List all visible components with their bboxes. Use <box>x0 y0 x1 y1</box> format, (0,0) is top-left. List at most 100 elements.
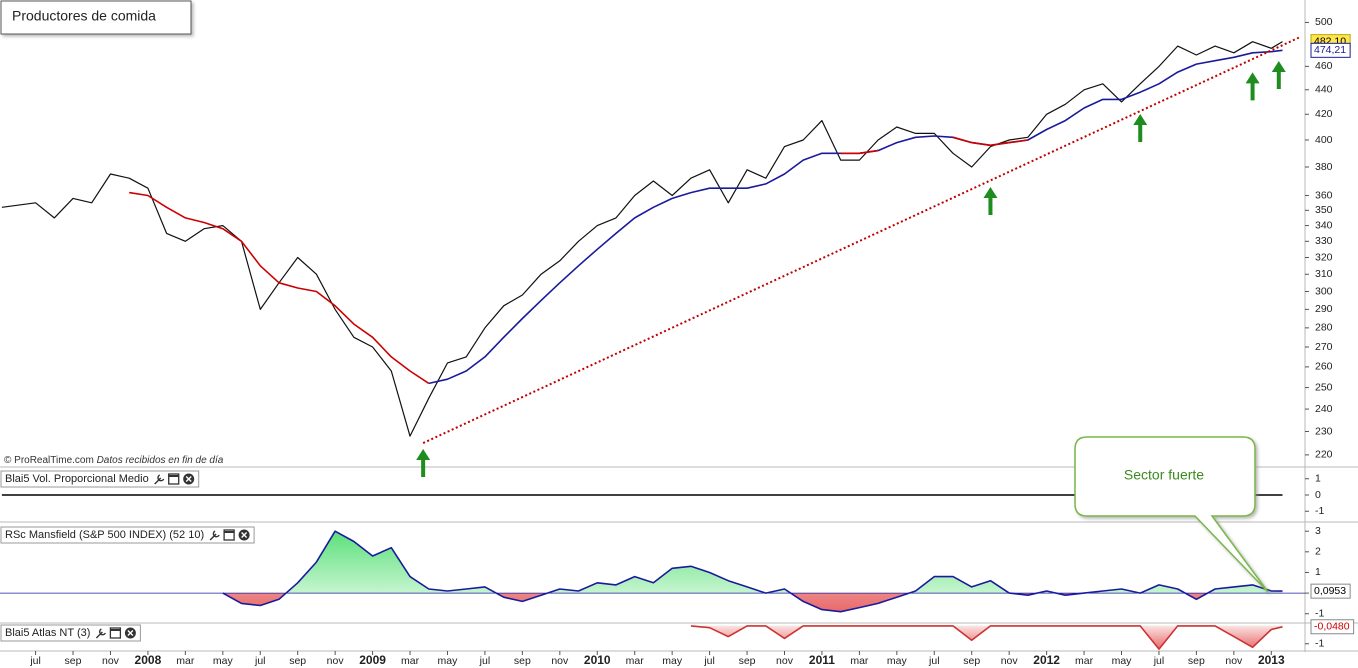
window-icon[interactable] <box>109 627 122 639</box>
x-tick-label: 2013 <box>1258 653 1285 667</box>
y-tick-label: 270 <box>1315 341 1333 353</box>
window-icon[interactable] <box>168 473 180 485</box>
y-tick-label: 260 <box>1315 361 1333 373</box>
last-value-box <box>1310 619 1355 635</box>
x-tick-label: may <box>662 655 683 667</box>
title-box <box>0 0 192 35</box>
x-tick-label: 2008 <box>135 653 162 667</box>
x-tick-label: jul <box>254 655 266 667</box>
settings-icon[interactable] <box>209 530 220 541</box>
ma-last-value-box <box>1310 42 1351 58</box>
y-tick-label: 0 <box>1315 489 1321 501</box>
x-tick-label: 2012 <box>1033 653 1060 667</box>
y-tick-label: 240 <box>1315 403 1333 415</box>
x-tick-label: jul <box>479 655 491 667</box>
x-tick-label: sep <box>289 655 306 667</box>
y-tick-label: 1 <box>1315 566 1321 578</box>
y-tick-label: 220 <box>1315 449 1333 461</box>
x-tick-label: mar <box>401 655 420 667</box>
panel <box>1 36 1300 444</box>
y-tick-label: 300 <box>1315 285 1333 297</box>
last-value: 0,0953 <box>1314 585 1346 597</box>
panel-header-box <box>0 624 141 642</box>
last-value-box <box>1310 583 1351 599</box>
x-tick-label: may <box>438 655 459 667</box>
panel-header-box <box>0 470 200 488</box>
x-tick-label: mar <box>1075 655 1094 667</box>
y-tick-label: 320 <box>1315 251 1333 263</box>
y-tick-label: 230 <box>1315 425 1333 437</box>
panel <box>690 625 1283 650</box>
y-tick-label: 1 <box>1315 473 1321 485</box>
x-tick-label: 2011 <box>809 653 835 667</box>
x-tick-label: sep <box>739 655 756 667</box>
series-line <box>129 191 430 385</box>
x-tick-label: nov <box>1225 655 1243 667</box>
x-tick-label: jul <box>29 655 41 667</box>
chart-title: Productores de comida <box>12 8 156 24</box>
x-tick-label: may <box>1112 655 1133 667</box>
y-tick-label: 350 <box>1315 204 1333 216</box>
arrow <box>1271 61 1286 90</box>
y-tick-label: 360 <box>1315 189 1333 201</box>
series-line <box>840 149 879 155</box>
x-tick-label: jul <box>703 655 715 667</box>
x-tick-label: mar <box>850 655 869 667</box>
window-icon[interactable] <box>223 529 235 541</box>
source: © ProRealTime.com Datos recibidos en fin… <box>4 455 224 466</box>
panel-title: Blai5 Vol. Proporcional Medio <box>5 473 149 485</box>
y-tick-label: 2 <box>1315 546 1321 558</box>
x-tick-label: nov <box>327 655 345 667</box>
x-tick-label: mar <box>626 655 645 667</box>
panel-title: Blai5 Atlas NT (3) <box>5 627 90 639</box>
trendline <box>422 36 1300 444</box>
x-tick-label: sep <box>1188 655 1205 667</box>
y-tick-label: -1 <box>1315 608 1324 620</box>
y-tick-label: 290 <box>1315 303 1333 315</box>
y-tick-label: 400 <box>1315 134 1333 146</box>
plot-layer: 2202302402502602702802903003103203303403… <box>0 16 1355 667</box>
area-negative <box>690 625 1283 650</box>
close-icon-x <box>241 532 248 538</box>
y-tick-label: 460 <box>1315 60 1333 72</box>
y-tick-label: 420 <box>1315 108 1333 120</box>
series-line <box>952 136 1029 147</box>
callout-text: Sector fuerte <box>1124 467 1204 483</box>
x-tick-label: sep <box>963 655 980 667</box>
indicator-line <box>222 530 1283 613</box>
settings-icon[interactable] <box>95 628 107 639</box>
last-value: -0,0480 <box>1314 621 1350 633</box>
y-tick-label: -1 <box>1315 638 1324 650</box>
y-tick-label: 340 <box>1315 219 1333 231</box>
x-tick-label: jul <box>928 655 940 667</box>
y-tick-label: 440 <box>1315 84 1333 96</box>
x-tick-label: nov <box>776 655 794 667</box>
series-line <box>1 41 1283 437</box>
arrow <box>1245 72 1260 101</box>
area-positive <box>222 531 1283 594</box>
arrow <box>1133 114 1148 143</box>
arrow <box>416 449 431 478</box>
x-tick-label: nov <box>551 655 569 667</box>
panel-header-box <box>0 526 255 544</box>
y-tick-label: 3 <box>1315 525 1321 537</box>
x-tick-label: jul <box>1153 655 1165 667</box>
close-icon-x <box>185 476 192 482</box>
x-tick-label: may <box>887 655 908 667</box>
y-tick-label: 250 <box>1315 381 1333 393</box>
source-text: © ProRealTime.com <box>4 455 94 466</box>
y-tick-label: 500 <box>1315 16 1333 28</box>
x-tick-label: sep <box>514 655 531 667</box>
settings-icon[interactable] <box>154 474 165 485</box>
panel-title: RSc Mansfield (S&P 500 INDEX) (52 10) <box>5 529 204 541</box>
y-tick-label: 330 <box>1315 235 1333 247</box>
x-tick-label: mar <box>176 655 195 667</box>
x-tick-label: 2009 <box>359 653 386 667</box>
indicator-line <box>690 625 1283 650</box>
x-tick-label: may <box>213 655 234 667</box>
x-tick-label: nov <box>1001 655 1019 667</box>
x-tick-label: 2010 <box>584 653 611 667</box>
x-tick-label: sep <box>65 655 82 667</box>
